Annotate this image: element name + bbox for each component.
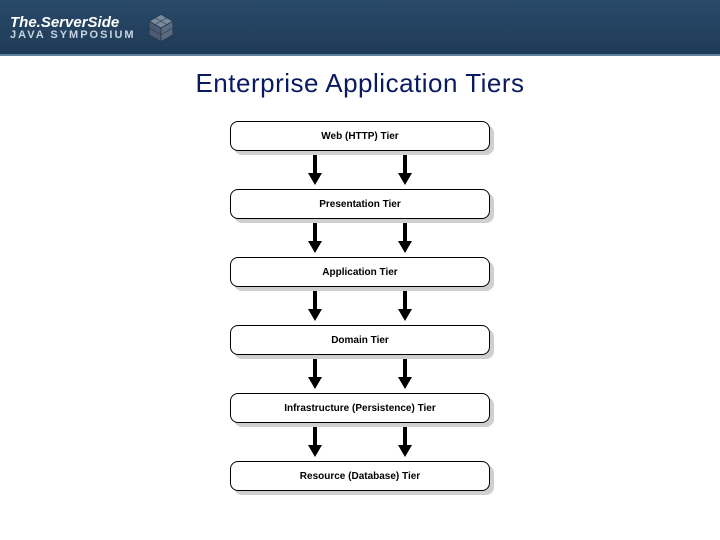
down-arrow-icon bbox=[398, 223, 412, 253]
logo-line2: JAVA SYMPOSIUM bbox=[10, 30, 136, 41]
tier-box: Domain Tier bbox=[230, 325, 490, 355]
logo-block: The.ServerSide JAVA SYMPOSIUM bbox=[10, 11, 178, 45]
tier-face: Infrastructure (Persistence) Tier bbox=[230, 393, 490, 423]
down-arrow-icon bbox=[398, 359, 412, 389]
tier-box: Resource (Database) Tier bbox=[230, 461, 490, 491]
down-arrow-icon bbox=[398, 291, 412, 321]
cube-icon bbox=[144, 11, 178, 45]
tier-box: Infrastructure (Persistence) Tier bbox=[230, 393, 490, 423]
tier-face: Application Tier bbox=[230, 257, 490, 287]
tier-label: Application Tier bbox=[322, 267, 397, 278]
tier-box: Application Tier bbox=[230, 257, 490, 287]
down-arrow-icon bbox=[398, 427, 412, 457]
arrow-row bbox=[230, 219, 490, 257]
tier-diagram: Web (HTTP) Tier Presentation Tier Applic… bbox=[210, 121, 510, 491]
arrow-row bbox=[230, 151, 490, 189]
down-arrow-icon bbox=[308, 155, 322, 185]
arrow-row bbox=[230, 423, 490, 461]
down-arrow-icon bbox=[398, 155, 412, 185]
tier-label: Domain Tier bbox=[331, 335, 389, 346]
tier-label: Presentation Tier bbox=[319, 199, 401, 210]
tier-label: Resource (Database) Tier bbox=[300, 471, 420, 482]
logo-line1: The.ServerSide bbox=[10, 15, 136, 30]
tier-face: Domain Tier bbox=[230, 325, 490, 355]
arrow-row bbox=[230, 287, 490, 325]
tier-box: Presentation Tier bbox=[230, 189, 490, 219]
arrow-row bbox=[230, 355, 490, 393]
logo-text: The.ServerSide JAVA SYMPOSIUM bbox=[10, 15, 136, 41]
tier-face: Resource (Database) Tier bbox=[230, 461, 490, 491]
down-arrow-icon bbox=[308, 427, 322, 457]
page-title: Enterprise Application Tiers bbox=[0, 68, 720, 99]
tier-face: Presentation Tier bbox=[230, 189, 490, 219]
tier-face: Web (HTTP) Tier bbox=[230, 121, 490, 151]
tier-label: Infrastructure (Persistence) Tier bbox=[284, 403, 436, 414]
tier-label: Web (HTTP) Tier bbox=[321, 131, 398, 142]
down-arrow-icon bbox=[308, 291, 322, 321]
header-bar: The.ServerSide JAVA SYMPOSIUM bbox=[0, 0, 720, 56]
header-underline bbox=[0, 54, 720, 56]
tier-box: Web (HTTP) Tier bbox=[230, 121, 490, 151]
down-arrow-icon bbox=[308, 359, 322, 389]
down-arrow-icon bbox=[308, 223, 322, 253]
